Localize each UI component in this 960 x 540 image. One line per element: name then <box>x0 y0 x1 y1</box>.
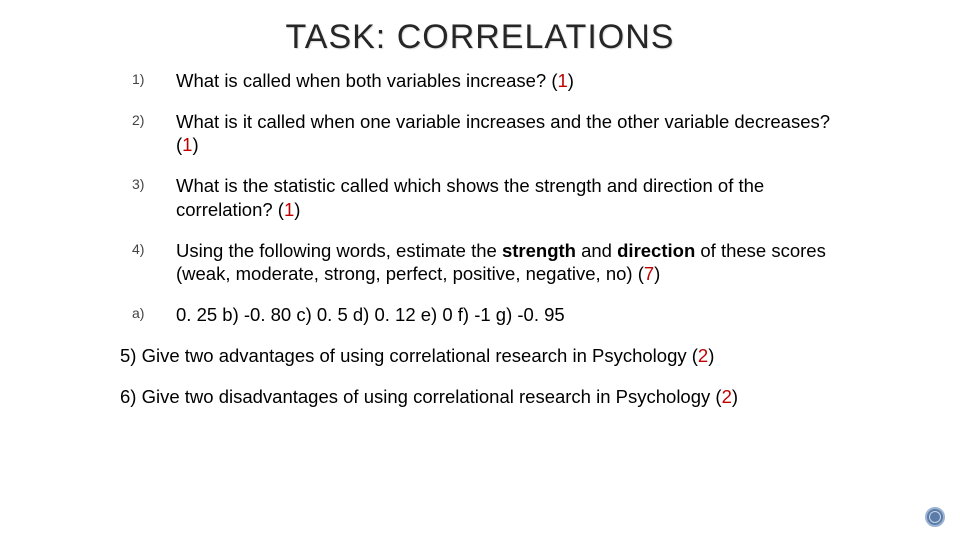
question-5: 5) Give two advantages of using correlat… <box>120 344 832 367</box>
question-text: What is the statistic called which shows… <box>176 174 832 220</box>
q4-tail: ) <box>654 263 660 284</box>
q4-mid: and <box>576 240 617 261</box>
q1-body: What is called when both variables incre… <box>176 70 558 91</box>
content-area: 1) What is called when both variables in… <box>0 69 960 408</box>
question-number: 4) <box>132 239 176 259</box>
q5-body: 5) Give two advantages of using correlat… <box>120 345 698 366</box>
q4-mark: 7 <box>644 263 654 284</box>
q4-pre: Using the following words, estimate the <box>176 240 502 261</box>
q5-tail: ) <box>708 345 714 366</box>
q1-tail: ) <box>568 70 574 91</box>
q4-b1: strength <box>502 240 576 261</box>
question-text: What is called when both variables incre… <box>176 69 832 92</box>
question-6: 6) Give two disadvantages of using corre… <box>120 385 832 408</box>
q6-mark: 2 <box>722 386 732 407</box>
q1-mark: 1 <box>558 70 568 91</box>
question-4a: a) 0. 25 b) -0. 80 c) 0. 5 d) 0. 12 e) 0… <box>132 303 832 326</box>
slide-title: TASK: CORRELATIONS <box>0 0 960 69</box>
q2-body: What is it called when one variable incr… <box>176 111 830 155</box>
question-number: 1) <box>132 69 176 89</box>
question-number: a) <box>132 303 176 323</box>
question-4: 4) Using the following words, estimate t… <box>132 239 832 285</box>
q5-mark: 2 <box>698 345 708 366</box>
question-text: What is it called when one variable incr… <box>176 110 832 156</box>
decorative-circle-icon <box>924 506 946 528</box>
q3-mark: 1 <box>284 199 294 220</box>
question-text: 0. 25 b) -0. 80 c) 0. 5 d) 0. 12 e) 0 f)… <box>176 303 832 326</box>
q6-body: 6) Give two disadvantages of using corre… <box>120 386 722 407</box>
question-number: 2) <box>132 110 176 130</box>
q2-mark: 1 <box>182 134 192 155</box>
q3-body: What is the statistic called which shows… <box>176 175 764 219</box>
question-text: Using the following words, estimate the … <box>176 239 832 285</box>
question-2: 2) What is it called when one variable i… <box>132 110 832 156</box>
question-1: 1) What is called when both variables in… <box>132 69 832 92</box>
question-number: 3) <box>132 174 176 194</box>
question-3: 3) What is the statistic called which sh… <box>132 174 832 220</box>
q3-tail: ) <box>294 199 300 220</box>
q4-b2: direction <box>617 240 695 261</box>
q2-tail: ) <box>192 134 198 155</box>
q6-tail: ) <box>732 386 738 407</box>
